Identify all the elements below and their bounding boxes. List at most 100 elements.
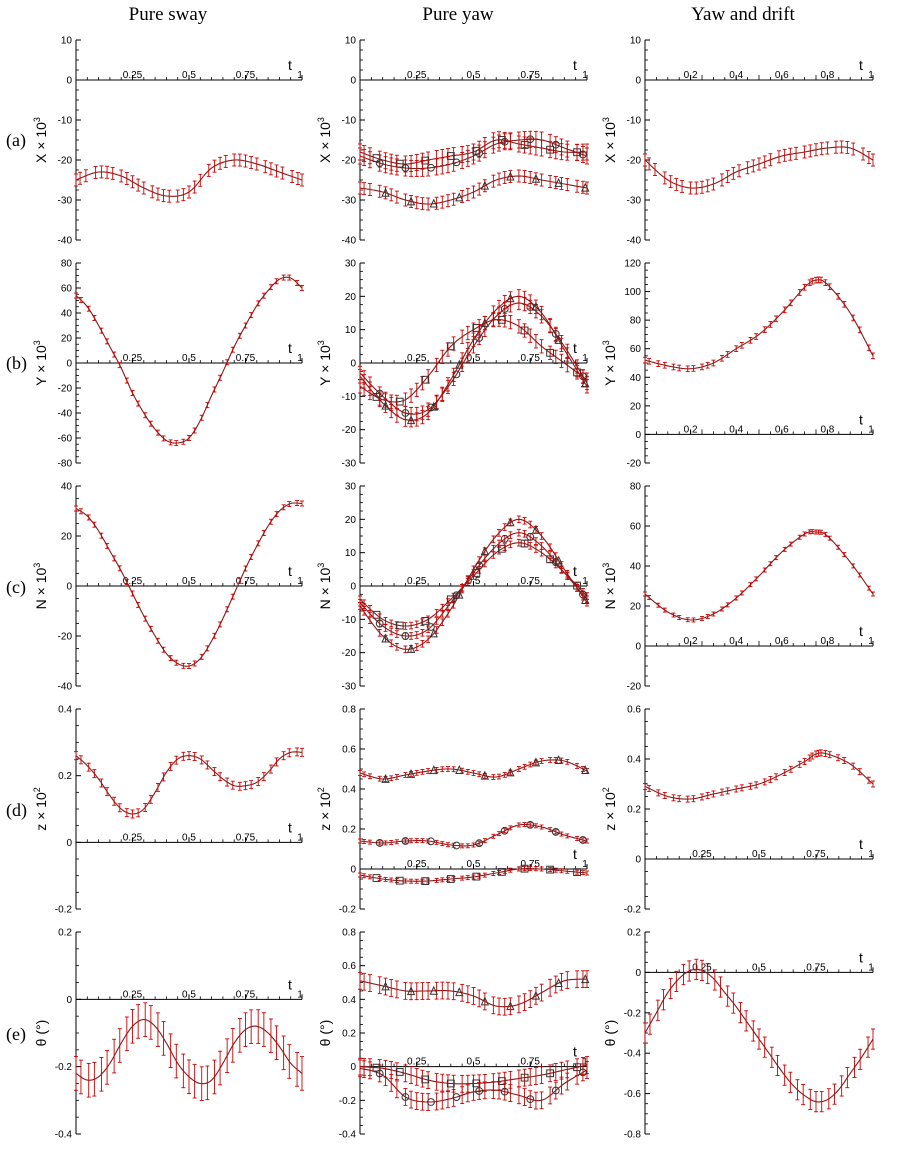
y-tick-label: -30 — [58, 196, 73, 207]
panel-e1: 0.2 0 -0.2 -0.4 0.25 0.5 0.75 1t θ (°) — [33, 928, 304, 1141]
y-tick-label: -10 — [627, 116, 642, 127]
y-axis-label: θ (°) — [317, 1020, 333, 1047]
data-marker-triangle — [581, 182, 590, 192]
y-tick-label: 0.4 — [627, 755, 641, 766]
y-axis-label-base: z × 10 — [33, 792, 49, 831]
y-tick-label: -0.6 — [624, 1089, 642, 1100]
x-tick-label: 0.25 — [123, 576, 143, 587]
y-axis-label: Y × 103 — [32, 340, 49, 386]
y-tick-label: 0 — [66, 838, 72, 849]
y-tick-label: 60 — [630, 522, 642, 533]
data-marker-triangle — [531, 757, 541, 767]
panel-c1: 40 20 0 -20 -40 0.25 0.5 0.75 1t N × 103 — [32, 482, 304, 693]
x-axis-label: t — [859, 836, 863, 852]
x-tick-label: 1 — [868, 849, 874, 860]
x-tick-label: 0.5 — [467, 1057, 481, 1068]
y-axis-label-exponent: 3 — [316, 340, 326, 345]
y-tick-label: 20 — [345, 292, 357, 303]
x-tick-label: 0.75 — [806, 962, 826, 973]
data-marker-triangle — [429, 198, 438, 208]
y-tick-label: -0.4 — [55, 1130, 73, 1141]
y-tick-label: -10 — [342, 116, 357, 127]
data-marker-triangle — [381, 981, 390, 991]
y-axis-label-exponent: 3 — [601, 117, 611, 122]
x-axis-label: t — [288, 819, 292, 835]
data-marker-square — [421, 375, 430, 384]
x-tick-label: 0.75 — [521, 70, 541, 81]
panel-d2: 0.8 0.6 0.4 0.2 0 -0.2 0.25 0.5 0.75 1t z × 102 — [316, 705, 590, 916]
y-tick-label: -0.2 — [624, 905, 642, 916]
column-title-yaw-and-drift: Yaw and drift — [691, 4, 795, 25]
y-axis-label-exponent: 3 — [316, 563, 326, 568]
data-marker-triangle — [506, 1001, 515, 1011]
y-axis-label: N × 103 — [32, 563, 49, 610]
data-marker-triangle — [429, 765, 438, 775]
y-axis-label-base: Y × 10 — [33, 345, 49, 386]
x-tick-label: 0.4 — [729, 424, 743, 435]
x-tick-label: 1 — [582, 859, 588, 870]
x-tick-label: 0.6 — [775, 636, 789, 647]
x-tick-label: 0.5 — [182, 353, 196, 364]
y-axis-label-base: N × 10 — [602, 567, 618, 609]
x-tick-label: 1 — [297, 989, 303, 1000]
y-axis-label: θ (°) — [33, 1020, 49, 1047]
y-tick-label: 10 — [345, 36, 357, 47]
data-marker-square — [472, 324, 481, 332]
y-tick-label: -20 — [342, 648, 357, 659]
y-tick-label: 80 — [630, 482, 642, 493]
y-axis-label: X × 103 — [32, 117, 49, 163]
y-tick-label: 100 — [624, 287, 641, 298]
y-tick-label: -0.4 — [624, 1049, 642, 1060]
y-tick-label: 20 — [345, 515, 357, 526]
y-tick-label: 0.2 — [342, 825, 356, 836]
row-label-d: (d) — [6, 800, 27, 820]
data-marker-circle — [427, 623, 435, 631]
x-tick-label: 0.8 — [820, 70, 834, 81]
x-tick-label: 0.5 — [182, 576, 196, 587]
data-marker-square — [497, 315, 506, 324]
data-marker-circle — [452, 591, 461, 600]
row-label-e: (e) — [6, 1024, 26, 1044]
y-tick-label: -40 — [58, 682, 73, 693]
x-tick-label: 0.5 — [467, 859, 481, 870]
y-axis-label-base: z × 10 — [317, 792, 333, 831]
y-tick-label: -0.8 — [624, 1130, 642, 1141]
x-axis-label: t — [573, 340, 577, 356]
x-tick-label: 0.5 — [182, 832, 196, 843]
y-axis-label: N × 103 — [601, 563, 618, 610]
data-marker-triangle — [406, 415, 416, 425]
data-marker-square — [546, 1069, 555, 1078]
y-tick-label: 0.4 — [342, 995, 356, 1006]
row-label-c: (c) — [6, 577, 26, 597]
x-tick-label: 0.75 — [236, 832, 256, 843]
y-tick-label: 0.2 — [627, 805, 641, 816]
x-axis-label: t — [573, 846, 577, 862]
x-tick-label: 0.25 — [407, 70, 427, 81]
data-marker-square — [497, 868, 506, 876]
panel-c2: 30 20 10 0 -10 -20 -30 0.25 0.5 0.75 1t N × 103 — [316, 482, 590, 693]
x-axis-label: t — [859, 57, 863, 73]
y-tick-label: 0 — [66, 76, 72, 87]
data-marker-circle — [452, 841, 461, 850]
y-tick-label: -20 — [627, 682, 642, 693]
x-axis-label: t — [573, 57, 577, 73]
y-axis-label-exponent: 2 — [316, 787, 326, 792]
y-tick-label: -20 — [627, 459, 642, 470]
y-axis-label: z × 102 — [601, 787, 618, 831]
data-marker-square — [520, 1073, 529, 1082]
y-tick-label: -20 — [342, 425, 357, 436]
y-tick-label: 0 — [350, 1062, 356, 1073]
data-marker-circle — [500, 1087, 509, 1096]
data-marker-triangle — [480, 770, 490, 780]
data-marker-circle — [452, 158, 461, 167]
x-tick-label: 0.75 — [521, 1057, 541, 1068]
series-line-triangle — [359, 759, 588, 780]
data-marker-square — [446, 152, 455, 160]
x-tick-label: 0.2 — [684, 424, 698, 435]
data-marker-circle — [401, 164, 410, 172]
data-marker-circle — [500, 534, 509, 543]
y-tick-label: 0.2 — [342, 1029, 356, 1040]
y-tick-label: -0.2 — [624, 1008, 642, 1019]
data-marker-triangle — [554, 555, 563, 565]
x-tick-label: 1 — [868, 636, 874, 647]
